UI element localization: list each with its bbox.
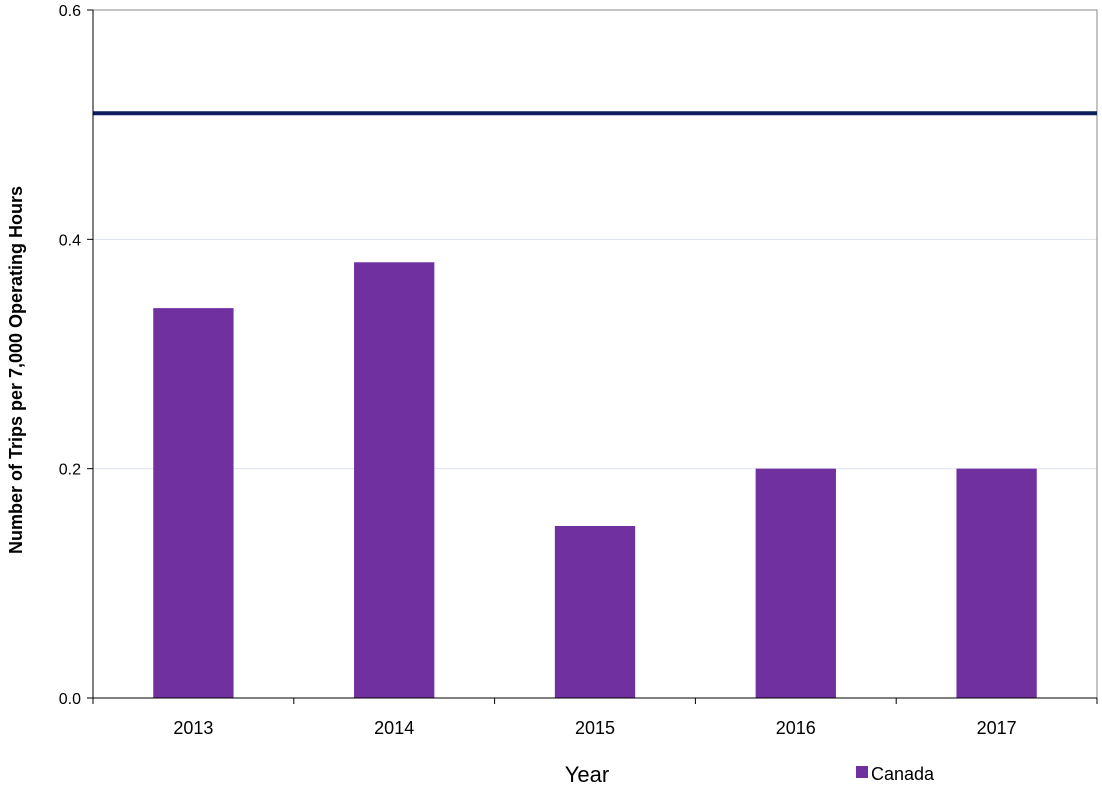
x-tick-label: 2013: [173, 718, 213, 738]
legend: Canada: [856, 764, 935, 784]
y-tick-label: 0.0: [59, 691, 81, 708]
bar-2013: [153, 308, 234, 698]
x-tick-label: 2015: [575, 718, 615, 738]
x-tick-label: 2017: [977, 718, 1017, 738]
y-tick-label: 0.2: [59, 462, 81, 479]
x-tick-label: 2014: [374, 718, 414, 738]
y-axis-title: Number of Trips per 7,000 Operating Hour…: [6, 186, 26, 554]
bar-2015: [554, 526, 636, 698]
gridlines: [93, 238, 1097, 470]
bar-2014: [354, 262, 435, 698]
legend-label: Canada: [871, 764, 935, 784]
y-ticks: 0.0 0.2 0.4 0.6: [59, 3, 93, 708]
bar-2017: [956, 468, 1037, 698]
bar-2016: [755, 468, 836, 698]
y-tick-label: 0.6: [59, 3, 81, 20]
x-tick-label: 2016: [776, 718, 816, 738]
x-axis-title: Year: [565, 762, 609, 787]
legend-swatch: [856, 766, 868, 778]
bars: [153, 262, 1037, 698]
y-tick-label: 0.4: [59, 232, 81, 249]
x-ticks: 2013 2014 2015 2016 2017: [92, 698, 1098, 738]
